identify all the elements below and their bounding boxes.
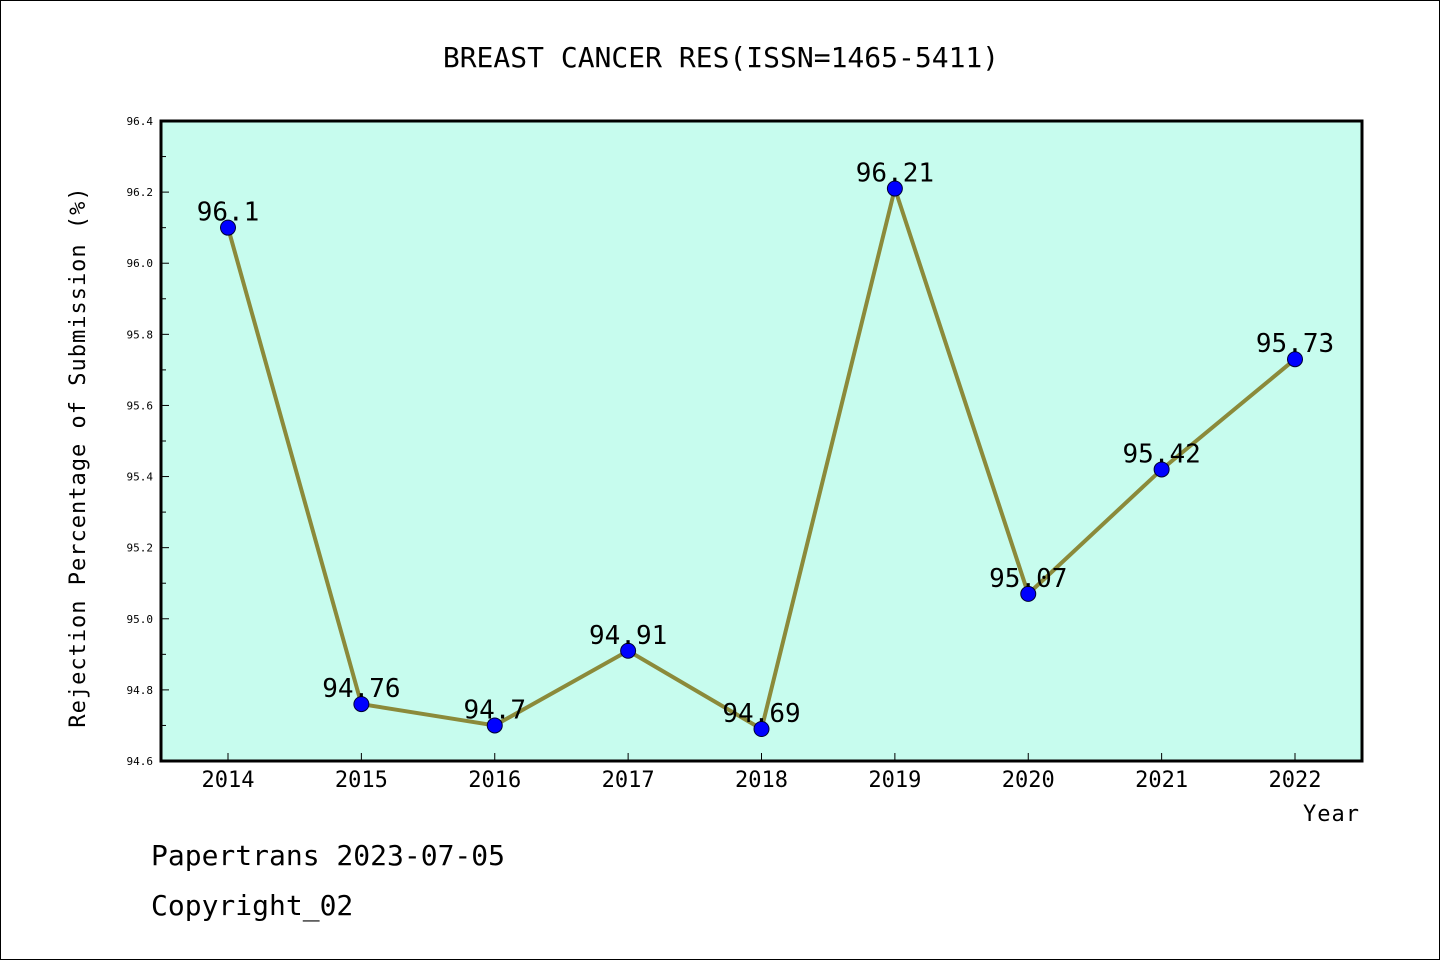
data-label: 95.73 (1256, 329, 1334, 359)
y-axis: 94.6 94.8 95.0 95.2 95.4 95.6 95.8 96.0 96.2 96.4 (127, 115, 169, 768)
data-point (353, 696, 370, 713)
x-axis-label: Year (1303, 802, 1360, 827)
y-tick-label: 94.6 (127, 755, 154, 768)
data-label: 94.69 (722, 699, 800, 729)
y-axis-label: Rejection Percentage of Submission (%) (66, 186, 91, 727)
series-line (220, 180, 1303, 737)
chart-title: BREAST CANCER RES(ISSN=1465-5411) (443, 41, 999, 74)
plot-area (159, 119, 1364, 763)
data-label: 94.7 (463, 695, 526, 725)
x-tick-label: 2014 (202, 768, 255, 793)
data-point (620, 642, 637, 659)
data-label: 94.91 (589, 621, 667, 651)
y-tick-label: 96.2 (127, 186, 154, 199)
data-label: 94.76 (322, 674, 400, 704)
data-label: 96.1 (197, 198, 260, 228)
y-tick-label: 95.0 (127, 613, 154, 626)
x-tick-label: 2022 (1269, 768, 1322, 793)
data-point (1020, 585, 1037, 602)
data-label: 96.21 (856, 159, 934, 189)
y-tick-label: 95.4 (127, 471, 154, 484)
y-tick-label: 94.8 (127, 684, 154, 697)
y-tick-label: 96.4 (127, 115, 154, 128)
x-tick-label: 2017 (602, 768, 655, 793)
data-label: 95.07 (989, 564, 1067, 594)
x-tick-label: 2016 (468, 768, 521, 793)
data-point (886, 180, 903, 197)
data-point (1287, 351, 1303, 368)
y-tick-label: 95.2 (127, 542, 154, 555)
y-tick-label: 95.8 (127, 328, 154, 341)
x-tick-label: 2021 (1135, 768, 1188, 793)
footer-copyright: Copyright_02 (151, 889, 353, 923)
x-tick-label: 2019 (868, 768, 921, 793)
data-labels: 96.1 94.76 94.7 94.91 94.69 96.21 95.07 95.42 95… (197, 159, 1334, 729)
footer-date: Papertrans 2023-07-05 (151, 839, 505, 872)
x-tick-label: 2018 (735, 768, 788, 793)
data-point (220, 219, 236, 236)
data-point (1153, 461, 1170, 478)
data-label: 95.42 (1122, 439, 1200, 469)
data-point (753, 721, 770, 737)
x-tick-label: 2020 (1002, 768, 1055, 793)
y-tick-label: 95.6 (127, 399, 154, 412)
x-axis: 2014 2015 2016 2017 2018 2019 2020 2021 2022 (202, 753, 1322, 793)
y-tick-label: 96.0 (127, 257, 154, 270)
x-tick-label: 2015 (335, 768, 388, 793)
data-point (486, 717, 503, 734)
